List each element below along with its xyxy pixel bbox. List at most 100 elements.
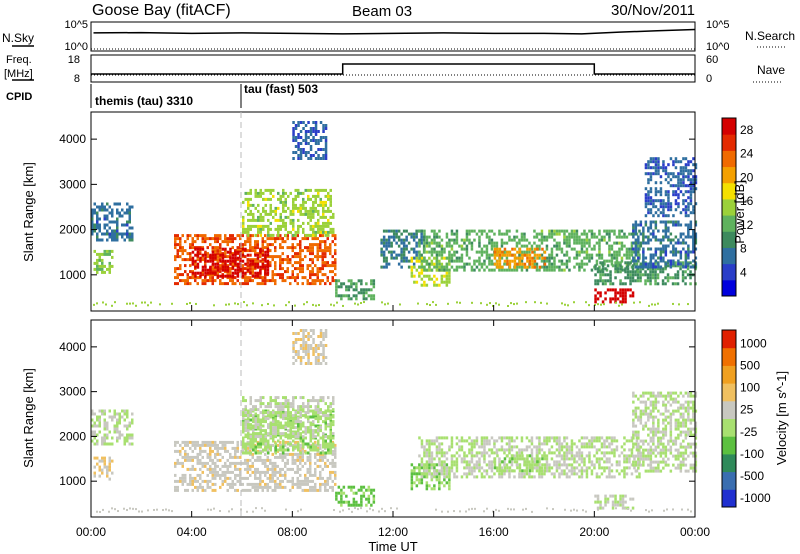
power-cell [649, 273, 652, 277]
velocity-cell [254, 470, 257, 474]
velocity-cell [299, 467, 302, 471]
velocity-cell [307, 359, 310, 362]
velocity-cell [312, 442, 315, 446]
power-cell [98, 264, 101, 268]
power-cell [252, 302, 254, 305]
velocity-cell [304, 415, 307, 419]
power-cell [261, 282, 264, 286]
power-cell [654, 205, 658, 209]
power-cell [608, 250, 611, 254]
power-cell [490, 244, 494, 248]
power-cell [679, 262, 683, 266]
power-cell [555, 247, 559, 251]
velocity-cell [319, 446, 322, 450]
power-cell [390, 229, 393, 233]
power-cell [652, 256, 655, 260]
power-colorbar-swatch [722, 198, 736, 216]
power-cell [677, 175, 680, 179]
power-cell [319, 139, 323, 142]
velocity-cell [319, 341, 323, 344]
power-cell [246, 264, 249, 268]
velocity-cell [470, 439, 474, 443]
power-cell [324, 151, 328, 154]
power-cell [687, 250, 690, 254]
power-cell [528, 259, 532, 263]
velocity-cell [327, 448, 330, 452]
power-cell [689, 199, 693, 203]
power-cell [261, 246, 264, 250]
power-cell [433, 229, 436, 233]
velocity-cell [181, 446, 184, 450]
power-cell [545, 247, 549, 251]
power-cell [174, 234, 177, 238]
power-cell [558, 268, 561, 272]
power-cell [241, 253, 245, 257]
power-cell [229, 273, 232, 277]
power-cell [595, 241, 599, 245]
power-cell [598, 247, 601, 251]
velocity-cell [201, 455, 204, 459]
power-cell [550, 232, 554, 236]
nsearch-tick-top: 10^5 [706, 19, 730, 31]
power-cell [224, 268, 227, 272]
power-cell [478, 256, 481, 260]
power-cell [620, 229, 624, 233]
velocity-cell [420, 442, 424, 446]
velocity-cell [314, 435, 317, 439]
power-cell [317, 203, 320, 207]
velocity-cell [312, 435, 315, 439]
power-cell [682, 172, 685, 176]
velocity-cell [448, 472, 451, 476]
power-cell [259, 215, 262, 219]
power-cell [624, 294, 627, 298]
power-cell [689, 270, 692, 274]
power-cell [216, 252, 219, 256]
power-cell [692, 235, 695, 239]
power-cell [438, 268, 441, 272]
velocity-cell [267, 439, 270, 443]
velocity-cell [306, 467, 309, 471]
velocity-cell [355, 491, 358, 495]
velocity-cell [425, 442, 429, 446]
power-cell [609, 288, 612, 292]
power-cell [329, 194, 332, 198]
power-cell [262, 197, 265, 201]
power-cell [392, 235, 396, 239]
power-cell [116, 223, 119, 227]
velocity-cell [257, 445, 260, 449]
power-cell [682, 265, 685, 269]
power-cell [516, 262, 519, 266]
velocity-cell [435, 463, 439, 467]
power-cell [550, 250, 554, 254]
velocity-cell [259, 482, 262, 486]
velocity-cell [242, 430, 245, 434]
power-cell [302, 151, 305, 154]
power-cell [550, 265, 554, 269]
power-cell [219, 279, 222, 283]
power-cell [216, 258, 219, 262]
velocity-cell [350, 488, 353, 492]
power-cell [309, 130, 313, 133]
power-cell [266, 279, 269, 283]
power-cell [652, 160, 655, 164]
velocity-cell [488, 463, 491, 467]
velocity-cell [312, 329, 315, 332]
power-cell [251, 258, 254, 262]
velocity-cell [231, 479, 234, 483]
power-cell [433, 283, 436, 287]
power-cell [694, 262, 698, 266]
power-cell [302, 127, 305, 130]
power-cell [669, 262, 673, 266]
power-cell [106, 208, 109, 212]
velocity-cell [206, 485, 209, 489]
velocity-cell [269, 396, 272, 400]
power-cell [470, 268, 474, 272]
velocity-cell [128, 436, 131, 440]
power-cell [264, 279, 267, 283]
power-cell [629, 261, 632, 265]
velocity-cell [262, 429, 265, 433]
power-cell [503, 268, 506, 272]
power-cell [355, 297, 358, 301]
velocity-cell [282, 412, 285, 416]
velocity-cell [413, 472, 416, 476]
